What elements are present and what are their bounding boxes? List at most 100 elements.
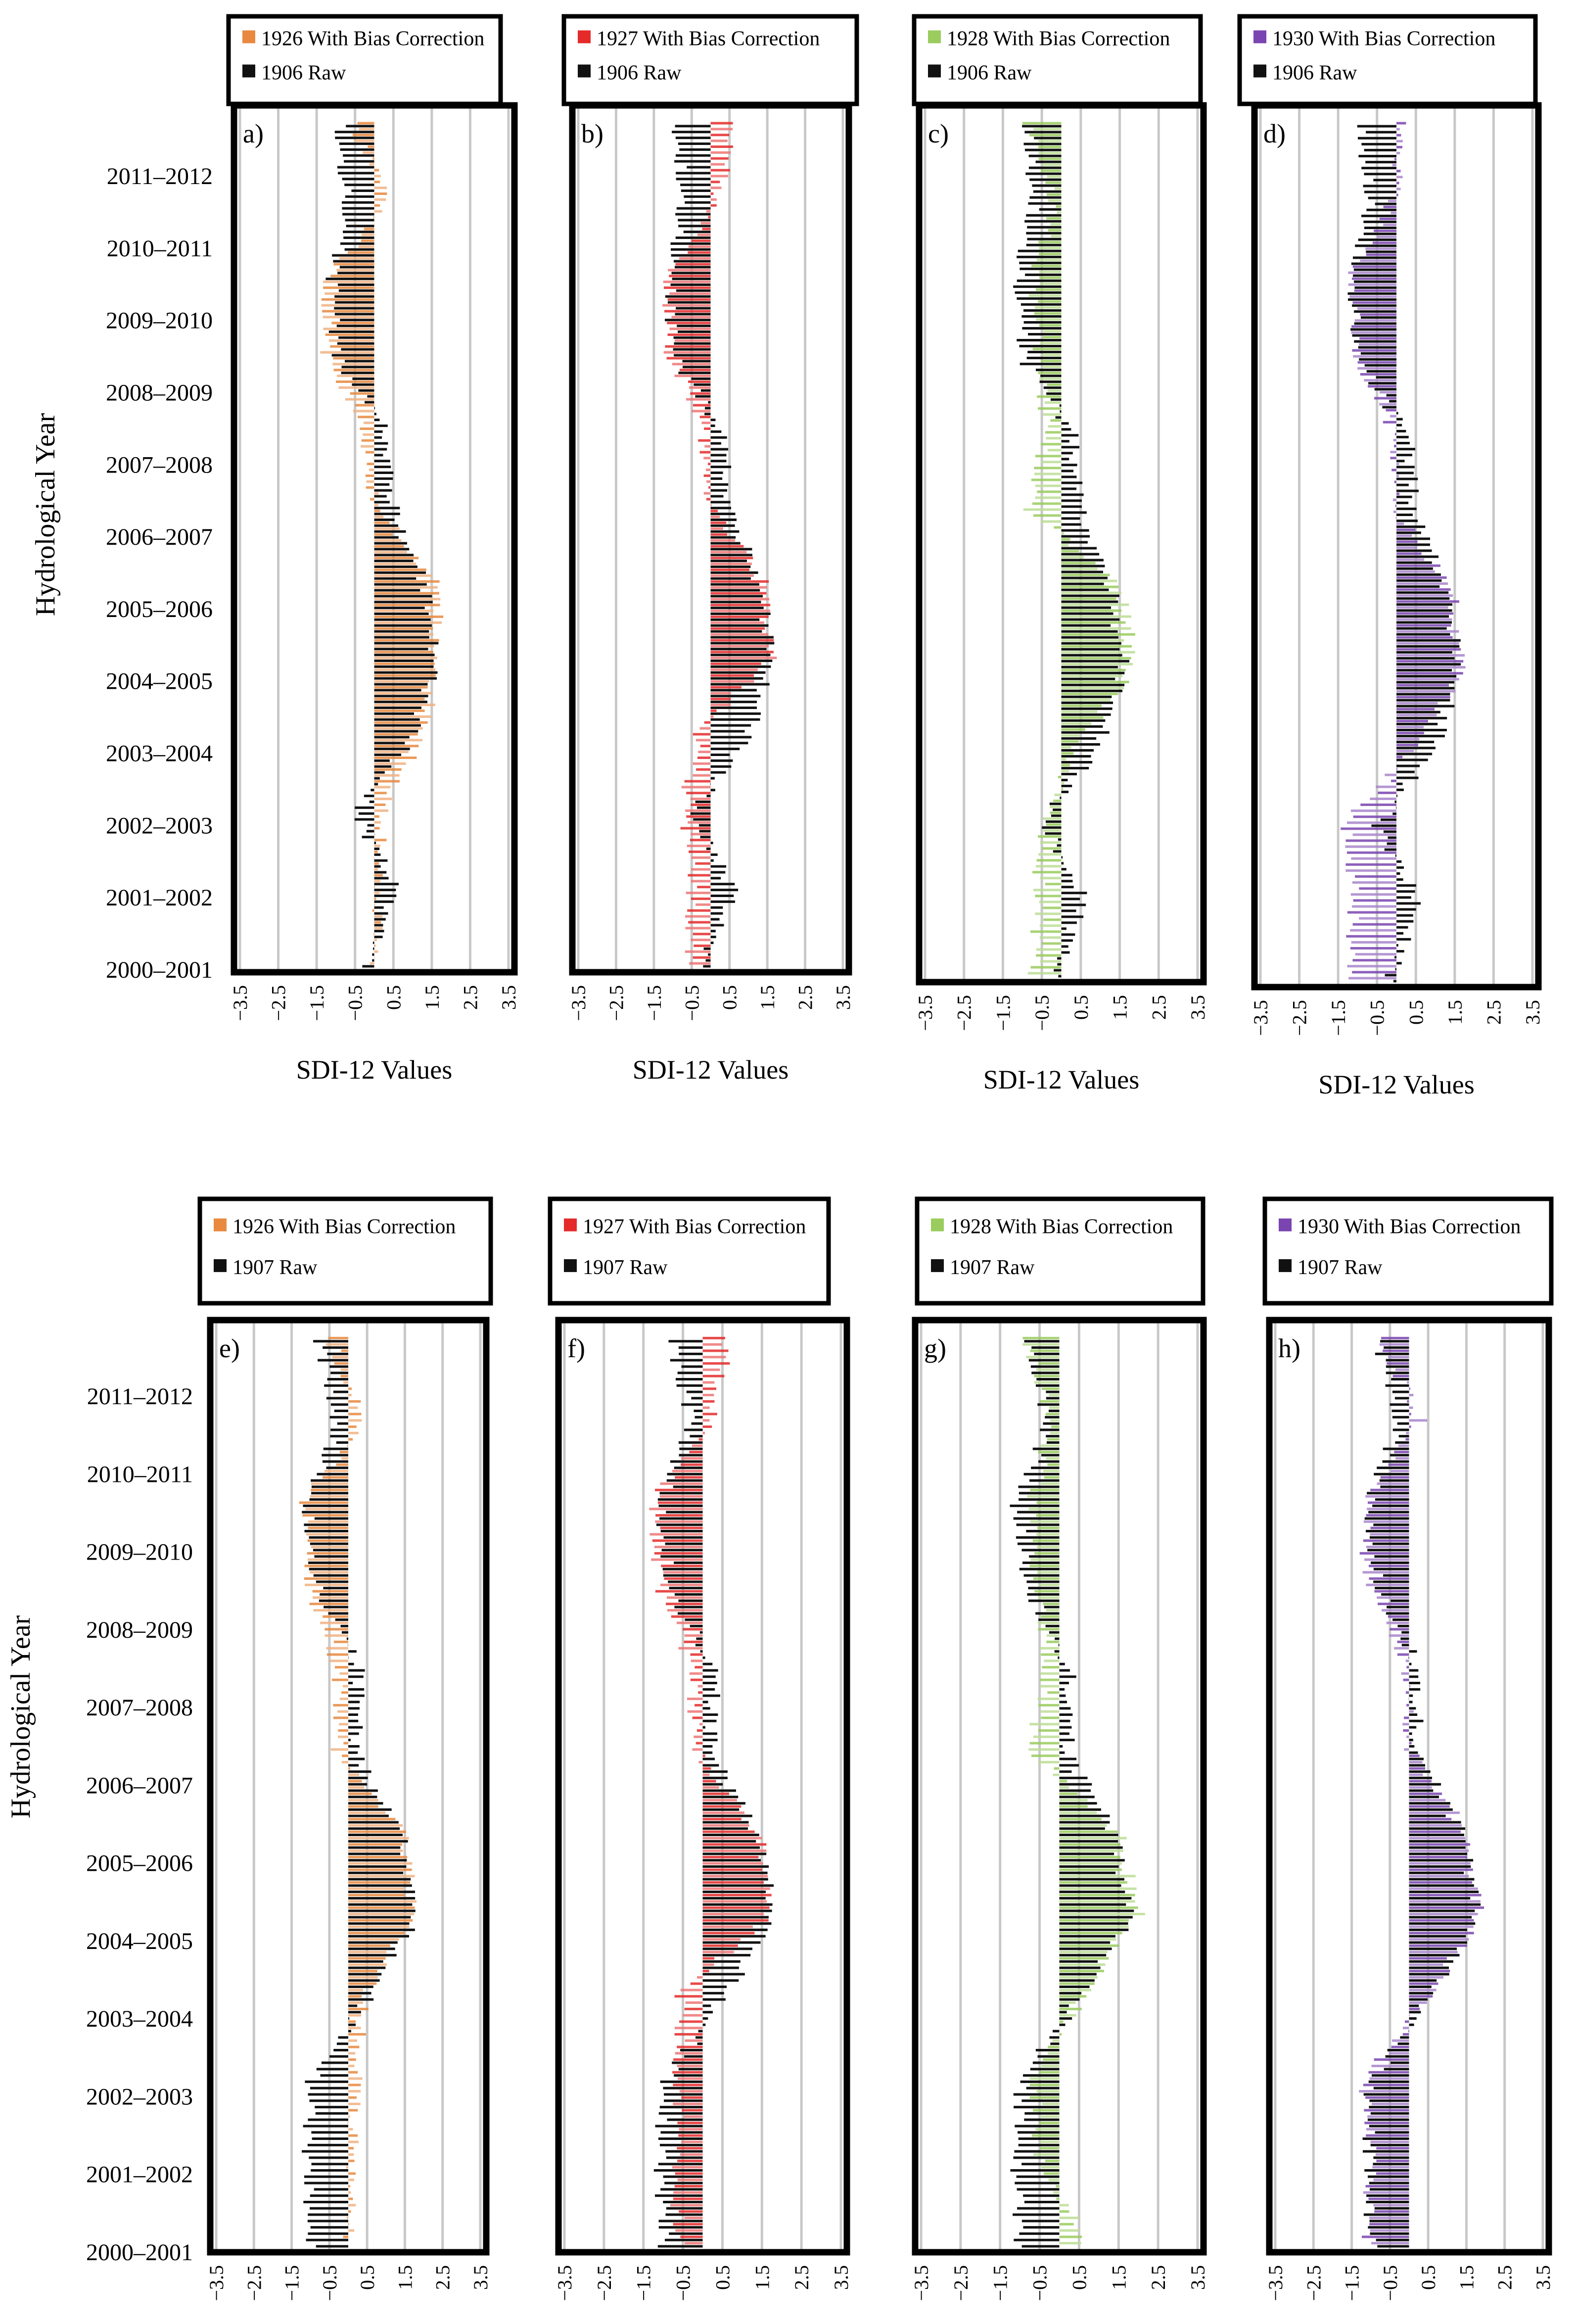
x-tick-label: −0.5 (344, 985, 367, 1021)
legend-label-raw: 1906 Raw (597, 61, 682, 84)
year-tick-label: 2010–2011 (107, 236, 213, 262)
legend-swatch-raw (1253, 64, 1266, 78)
panel-label: f) (567, 1333, 585, 1363)
x-tick-label: 1.5 (1444, 1000, 1466, 1025)
chart-panel: −3.5−2.5−1.5−0.50.51.52.53.5e)SDI-12 Val… (197, 1196, 493, 2301)
x-tick-label: −3.5 (1264, 2265, 1287, 2301)
year-tick-label: 2009–2010 (106, 308, 213, 334)
x-axis-title: SDI-12 Values (633, 1055, 788, 1085)
legend: 1930 With Bias Correction 1907 Raw (1262, 1196, 1554, 1306)
panel-frame (555, 1317, 850, 2256)
x-tick-label: 1.5 (421, 985, 443, 1010)
panel-label: h) (1278, 1333, 1300, 1363)
x-axis-title: SDI-12 Values (983, 1065, 1139, 1094)
y-axis-title: Hydrological Year (30, 413, 61, 616)
year-tick-label: 2000–2001 (86, 2239, 193, 2266)
legend: 1927 With Bias Correction 1906 Raw (561, 14, 859, 106)
legend-box (197, 1196, 493, 1306)
legend-label-raw: 1906 Raw (1272, 61, 1357, 84)
year-tick-label: 2011–2012 (107, 163, 213, 190)
x-tick-label: −2.5 (1302, 2265, 1325, 2301)
legend-label-bias-corrected: 1930 With Bias Correction (1298, 1216, 1521, 1238)
x-tick-label: −1.5 (281, 2265, 303, 2301)
x-tick-label: 2.5 (794, 985, 817, 1010)
legend-swatch-raw (564, 1259, 577, 1272)
legend-label-bias-corrected: 1928 With Bias Correction (950, 1216, 1173, 1238)
x-tick-label: 0.5 (711, 2265, 734, 2290)
panel-label: c) (928, 119, 949, 148)
legend-label-raw: 1907 Raw (583, 1256, 668, 1279)
legend-box (915, 1196, 1205, 1306)
year-tick-label: 2002–2003 (86, 2084, 193, 2110)
legend: 1930 With Bias Correction 1906 Raw (1237, 14, 1538, 106)
legend: 1927 With Bias Correction 1907 Raw (548, 1196, 831, 1306)
x-tick-label: 3.5 (1187, 995, 1209, 1020)
chart-panel: −3.5−2.5−1.5−0.50.51.52.53.5g)SDI-12 Val… (910, 1196, 1209, 2301)
x-tick-label: 1.5 (1455, 2265, 1478, 2290)
panel-label: b) (581, 119, 603, 148)
year-tick-label: 2004–2005 (106, 668, 213, 695)
x-tick-label: 2.5 (432, 2265, 454, 2290)
legend-label-raw: 1907 Raw (232, 1256, 318, 1279)
chart-panel: −3.5 −2.5 −1.5 −0.5 0.5 1.5 2.5 3.5 d) SDI-12 Val… (1237, 14, 1544, 1099)
legend-label-bias-corrected: 1927 With Bias Correction (597, 27, 820, 50)
year-tick-label: 2004–2005 (86, 1928, 193, 1954)
x-tick-label: 3.5 (1187, 2265, 1209, 2290)
legend-label-bias-corrected: 1927 With Bias Correction (583, 1216, 806, 1238)
panel-label: d) (1263, 119, 1286, 148)
chart-panel: −3.5−2.5−1.5−0.50.51.52.53.5f)SDI-12 Val… (548, 1196, 852, 2301)
x-tick-label: −3.5 (567, 985, 590, 1021)
year-tick-label: 2005–2006 (106, 596, 213, 622)
year-tick-label: 2010–2011 (87, 1461, 193, 1487)
year-tick-label: 2002–2003 (106, 812, 213, 839)
x-tick-label: 1.5 (394, 2265, 416, 2290)
x-axis-title: SDI-12 Values (1318, 1070, 1474, 1099)
x-tick-label: 0.5 (382, 985, 405, 1010)
year-tick-label: 2005–2006 (86, 1850, 193, 1877)
legend-swatch-bias-corrected (1279, 1218, 1292, 1232)
x-tick-label: −1.5 (1341, 2265, 1363, 2301)
x-tick-label: −1.5 (992, 995, 1014, 1031)
x-tick-label: 3.5 (1522, 1000, 1544, 1025)
year-tick-label: 2007–2008 (86, 1695, 193, 1721)
x-tick-label: 0.5 (1070, 995, 1092, 1020)
x-tick-label: 0.5 (719, 985, 741, 1010)
legend: 1926 With Bias Correction 1907 Raw (197, 1196, 493, 1306)
year-tick-label: 2009–2010 (86, 1539, 193, 1565)
x-tick-label: −0.5 (1366, 1000, 1389, 1036)
year-tick-label: 2001–2002 (86, 2162, 193, 2188)
legend-swatch-bias-corrected (1253, 30, 1266, 44)
x-tick-label: 2.5 (790, 2265, 813, 2290)
legend-label-bias-corrected: 1928 With Bias Correction (947, 27, 1170, 50)
top-row: Hydrological Year 2000–2001 2001–2002 2002–… (30, 14, 1544, 1099)
x-tick-label: 3.5 (832, 985, 854, 1010)
x-tick-label: 0.5 (1417, 2265, 1439, 2290)
legend-swatch-bias-corrected (214, 1218, 227, 1232)
x-tick-label: −0.5 (672, 2265, 695, 2301)
x-tick-label: 2.5 (459, 985, 481, 1010)
legend-label-raw: 1906 Raw (261, 61, 346, 84)
x-tick-label: −2.5 (605, 985, 627, 1021)
x-tick-label: −1.5 (989, 2265, 1012, 2301)
legend-box (226, 14, 503, 106)
legend-swatch-bias-corrected (564, 1218, 577, 1232)
x-tick-label: 1.5 (756, 985, 779, 1010)
legend-box (548, 1196, 831, 1306)
x-tick-label: −0.5 (681, 985, 703, 1021)
chart-panel: −3.5−2.5−1.5−0.50.51.52.53.5h)SDI-12 Val… (1262, 1196, 1554, 2301)
x-tick-label: −3.5 (910, 2265, 932, 2301)
x-tick-label: −2.5 (953, 995, 975, 1031)
x-tick-label: 3.5 (1532, 2265, 1554, 2290)
legend-swatch-bias-corrected (928, 30, 941, 44)
x-tick-label: −1.5 (306, 985, 328, 1021)
x-tick-label: −0.5 (1031, 995, 1053, 1031)
x-tick-label: 2.5 (1494, 2265, 1516, 2290)
x-tick-label: 2.5 (1148, 995, 1170, 1020)
year-tick-label: 2006–2007 (106, 524, 213, 550)
year-tick-label: 2011–2012 (87, 1383, 193, 1410)
legend-swatch-raw (578, 64, 591, 78)
x-tick-label: −2.5 (950, 2265, 972, 2301)
y-axis-title: Hydrological Year (5, 1615, 36, 1818)
chart-panel: −3.5 −2.5 −1.5 −0.5 0.5 1.5 2.5 3.5 a) SDI-12 Val… (226, 14, 520, 1085)
